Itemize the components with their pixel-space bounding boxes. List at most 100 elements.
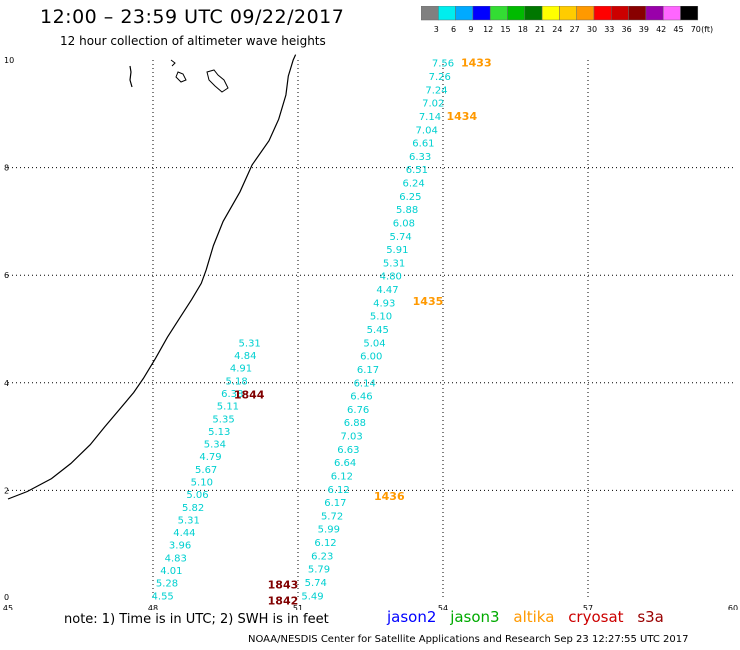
color-scale-label: 27 [570, 25, 580, 34]
y-tick-label: 2 [4, 486, 9, 495]
color-scale-label: 33 [604, 25, 614, 34]
x-tick-label: 60 [728, 604, 738, 610]
track-a-value: 4.80 [380, 272, 402, 283]
track-a-value: 7.02 [422, 99, 444, 110]
track-a-value: 4.93 [373, 298, 395, 309]
track-b-value: 5.18 [225, 376, 247, 387]
track-b-value: 4.55 [152, 591, 174, 602]
track-a-value: 5.74 [389, 232, 411, 243]
legend-jason3: jason3 [450, 608, 500, 626]
track-b-value: 5.13 [208, 427, 230, 438]
axis-tick-labels: 45 48 51 54 57 60 0 2 4 6 8 10 [3, 56, 738, 610]
color-scale-label: 9 [468, 25, 473, 34]
track-b-value: 5.28 [156, 579, 178, 590]
x-tick-label: 57 [583, 604, 593, 610]
track-a-value: 6.24 [403, 179, 425, 190]
track-b-value: 4.01 [160, 566, 182, 577]
track-a-value: 6.63 [337, 445, 359, 456]
pass-time-label: 1843 [268, 579, 299, 592]
track-a-value: 5.49 [301, 591, 323, 602]
legend-altika: altika [513, 608, 555, 626]
pass-time-label: 1434 [447, 110, 478, 123]
track-a-value: 6.61 [412, 139, 434, 150]
y-tick-label: 0 [4, 593, 9, 602]
track-a-value: 7.56 [432, 59, 454, 70]
track-b-value: 5.11 [217, 402, 239, 413]
track-b-value: 4.84 [234, 351, 256, 362]
track-a-value: 5.10 [370, 312, 392, 323]
track-a-value: 6.08 [393, 218, 415, 229]
track-b-value: 4.44 [173, 528, 195, 539]
wave-height-labels: 7.56 7.26 7.24 7.02 7.14 7.04 6.61 6.33 6.51 6.24… [152, 59, 455, 603]
track-b-value: 5.35 [212, 414, 234, 425]
color-scale-label: 3 [434, 25, 439, 34]
track-a-value: 5.72 [321, 511, 343, 522]
track-a-value: 6.51 [406, 165, 428, 176]
track-a-value: 6.64 [334, 458, 356, 469]
track-b-value: 5.10 [191, 478, 213, 489]
track-a-value: 7.03 [341, 432, 363, 443]
legend-s3a: s3a [637, 608, 664, 626]
color-scale-label: 24 [552, 25, 562, 34]
track-a-value: 6.00 [360, 352, 382, 363]
map-title: 12:00 – 23:59 UTC 09/22/2017 [40, 6, 345, 28]
y-tick-label: 6 [4, 271, 9, 280]
footnote: note: 1) Time is in UTC; 2) SWH is in fe… [64, 612, 329, 627]
pass-time-label: 1842 [268, 595, 299, 608]
track-a-value: 7.14 [419, 112, 441, 123]
track-a-value: 4.47 [376, 285, 398, 296]
track-a-value: 5.45 [367, 325, 389, 336]
satellite-legend: jason2 jason3 altika cryosat s3a [387, 608, 673, 626]
color-scale-label: 6 [451, 25, 456, 34]
coastline-path [7, 54, 297, 500]
track-a-value: 6.25 [399, 192, 421, 203]
track-a-value: 6.46 [350, 392, 372, 403]
track-a-value: 6.17 [357, 365, 379, 376]
track-a-value: 5.91 [386, 245, 408, 256]
color-scale-legend: 3 6 9 12 15 18 21 24 27 30 33 36 39 42 45 70 (ft) [421, 6, 713, 34]
track-b-value: 4.83 [165, 553, 187, 564]
track-a-value: 7.04 [416, 125, 438, 136]
pass-time-labels: 1433 1434 1435 1436 1844 1843 1842 [234, 57, 492, 608]
track-a-value: 5.88 [396, 205, 418, 216]
track-b-value: 3.96 [169, 541, 191, 552]
wave-height-map: 45 48 51 54 57 60 0 2 4 6 8 10 7.56 7.26 7.24 7.02 7.14… [3, 54, 738, 610]
track-a-value: 7.26 [429, 72, 451, 83]
coastline [7, 54, 297, 500]
color-scale-label: 45 [673, 25, 683, 34]
track-a-value: 5.04 [363, 338, 385, 349]
pass-time-label: 1436 [374, 490, 405, 503]
color-scale-label: (ft) [701, 25, 713, 34]
track-b-value: 5.31 [239, 338, 261, 349]
track-b-value: 5.82 [182, 503, 204, 514]
track-a-value: 5.74 [305, 578, 327, 589]
track-b-value: 5.67 [195, 465, 217, 476]
color-scale-label: 15 [500, 25, 510, 34]
track-a-value: 6.33 [409, 152, 431, 163]
track-a-value: 6.23 [311, 551, 333, 562]
color-scale-label: 21 [535, 25, 545, 34]
pass-time-label: 1844 [234, 389, 265, 402]
track-a-value: 7.24 [425, 85, 447, 96]
color-scale-label: 42 [656, 25, 666, 34]
track-b-value: 5.34 [204, 440, 226, 451]
track-a-value: 5.31 [383, 258, 405, 269]
track-b-value: 4.91 [230, 364, 252, 375]
color-scale-label: 18 [518, 25, 528, 34]
track-a-value: 6.12 [331, 471, 353, 482]
track-a-value: 6.17 [324, 498, 346, 509]
track-a-value: 6.88 [344, 418, 366, 429]
x-tick-label: 48 [148, 604, 158, 610]
color-scale-label: 36 [622, 25, 632, 34]
color-scale-label: 12 [483, 25, 493, 34]
x-tick-label: 54 [438, 604, 448, 610]
track-b-value: 6.38 [221, 389, 243, 400]
legend-jason2: jason2 [387, 608, 437, 626]
y-tick-label: 10 [4, 56, 14, 65]
y-tick-label: 8 [4, 164, 9, 173]
pass-time-label: 1435 [413, 295, 444, 308]
track-a-value: 5.99 [318, 525, 340, 536]
pass-time-label: 1433 [461, 57, 492, 70]
track-b-value: 5.06 [186, 490, 208, 501]
color-scale-label: 39 [639, 25, 649, 34]
